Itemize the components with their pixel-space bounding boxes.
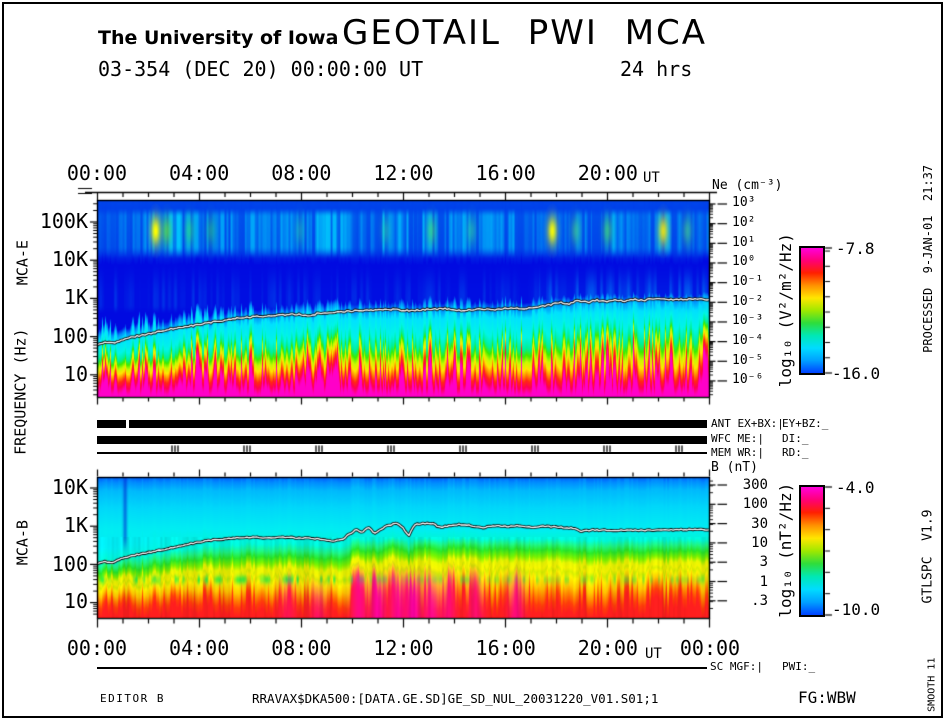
top-ut-suffix: UT xyxy=(643,170,660,186)
b-tick-label: 3 xyxy=(759,554,768,571)
bottom-time-tick-label: 16:00 xyxy=(475,636,536,660)
mca-b-panel-title: MCA-B xyxy=(13,520,32,566)
b-tick-label: 30 xyxy=(751,515,768,532)
colorbar-b-min-label: -10.0 xyxy=(832,600,881,619)
date-line: 03-354 (DEC 20) 00:00:00 UT xyxy=(98,57,424,81)
ne-tick-label: 10⁻¹ xyxy=(732,273,764,289)
top-time-tick-label: 00:00 xyxy=(66,161,128,185)
mca-e-freq-tick-label: 10K xyxy=(51,247,88,271)
sc-mgf-label: SC MGF:| xyxy=(710,660,763,673)
ant-status-label: ANT EX+BX:| xyxy=(711,417,784,430)
mca-b-freq-tick-label: 100 xyxy=(51,552,88,576)
mca-e-freq-tick-label: 100 xyxy=(51,324,88,348)
colorbar-b-units-label: log₁₀ (nT²/Hz) xyxy=(775,482,795,618)
mem-status-line xyxy=(97,452,707,454)
di-status-label: DI:_ xyxy=(782,432,809,445)
wfc-status-label: WFC ME:| xyxy=(711,432,764,445)
pwi-status-label: PWI:_ xyxy=(782,660,816,673)
ne-tick-label: 10² xyxy=(732,214,756,230)
mca-e-spectrogram xyxy=(97,200,710,397)
fg-label: FG:WBW xyxy=(798,688,856,707)
b-tick-label: .3 xyxy=(751,592,768,609)
colorbar-e-max-label: -7.8 xyxy=(836,239,875,258)
b-tick-label: 300 xyxy=(742,477,768,493)
page-title: GEOTAIL PWI MCA xyxy=(342,13,708,53)
bottom-time-tick-label: 12:00 xyxy=(373,636,434,660)
ey-bz-status-label: EY+BZ:_ xyxy=(782,417,829,430)
sc-mgf-line xyxy=(97,667,707,669)
mca-e-freq-tick-label: 10 xyxy=(63,362,88,386)
program-version: GTLSPC V1.9 xyxy=(920,509,936,604)
mem-status-label: MEM WR:| xyxy=(711,446,764,459)
ne-tick-label: 10⁻⁶ xyxy=(732,372,764,388)
mca-b-freq-tick-label: 1K xyxy=(63,513,88,537)
ne-tick-label: 10⁻⁵ xyxy=(732,352,764,368)
org-name: The University of Iowa xyxy=(98,27,339,49)
top-time-tick-label: 12:00 xyxy=(373,161,434,185)
ne-tick-label: 10¹ xyxy=(732,234,756,250)
duration-label: 24 hrs xyxy=(620,57,693,81)
smooth-label: SMOOTH 11 xyxy=(926,657,938,712)
bottom-time-tick-label: 20:00 xyxy=(577,636,638,660)
colorbar-b-max-label: -4.0 xyxy=(836,478,875,497)
ne-tick-label: 10⁰ xyxy=(732,254,756,270)
mca-e-colorbar xyxy=(799,246,825,375)
wfc-status-bar xyxy=(97,436,707,444)
ant-status-gap xyxy=(126,420,129,428)
ant-status-bar xyxy=(97,420,707,428)
bottom-time-end-label: 00:00 xyxy=(679,636,741,660)
mca-b-freq-tick-label: 10 xyxy=(63,589,88,613)
mca-e-freq-tick-label: 100K xyxy=(39,209,88,233)
bottom-time-tick-label: 00:00 xyxy=(66,636,128,660)
top-time-tick-label: 08:00 xyxy=(271,161,332,185)
mca-e-panel-title: MCA-E xyxy=(13,240,32,286)
frequency-axis-title: FREQUENCY (Hz) xyxy=(11,328,30,455)
processed-timestamp: PROCESSED 9-JAN-01 21:37 xyxy=(921,164,936,353)
mca-b-freq-tick-label: 10K xyxy=(51,475,88,499)
data-file-path: RRAVAX$DKA500:[DATA.GE.SD]GE_SD_NUL_2003… xyxy=(252,691,659,706)
colorbar-e-min-label: -16.0 xyxy=(832,364,881,383)
mca-b-colorbar xyxy=(799,485,825,617)
top-time-tick-label: 20:00 xyxy=(577,161,638,185)
editor-label: EDITOR B xyxy=(100,692,165,705)
bottom-time-tick-label: 04:00 xyxy=(169,636,230,660)
top-time-tick-label: 04:00 xyxy=(169,161,230,185)
ne-axis-title: Ne (cm⁻³) xyxy=(712,178,783,193)
ne-tick-label: 10⁻⁴ xyxy=(732,332,764,348)
b-tick-label: 100 xyxy=(742,496,768,513)
b-tick-label: 1 xyxy=(759,573,768,590)
bottom-time-tick-label: 08:00 xyxy=(271,636,332,660)
colorbar-e-units-label: log₁₀ (V²/m²/Hz) xyxy=(775,233,795,388)
ne-tick-label: 10⁻² xyxy=(732,293,764,309)
top-time-tick-label: 16:00 xyxy=(475,161,536,185)
b-axis-title: B (nT) xyxy=(711,460,758,475)
ne-tick-label: 10⁻³ xyxy=(732,313,764,329)
ne-tick-label: 10³ xyxy=(732,195,756,211)
bottom-ut-suffix: UT xyxy=(645,646,662,662)
rd-status-label: RD:_ xyxy=(782,446,809,459)
mca-b-spectrogram xyxy=(97,477,710,618)
b-tick-label: 10 xyxy=(751,534,768,551)
mca-e-freq-tick-label: 1K xyxy=(63,285,88,309)
